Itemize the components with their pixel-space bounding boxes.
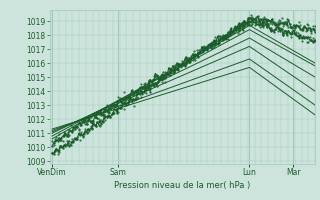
X-axis label: Pression niveau de la mer( hPa ): Pression niveau de la mer( hPa ) [114,181,251,190]
